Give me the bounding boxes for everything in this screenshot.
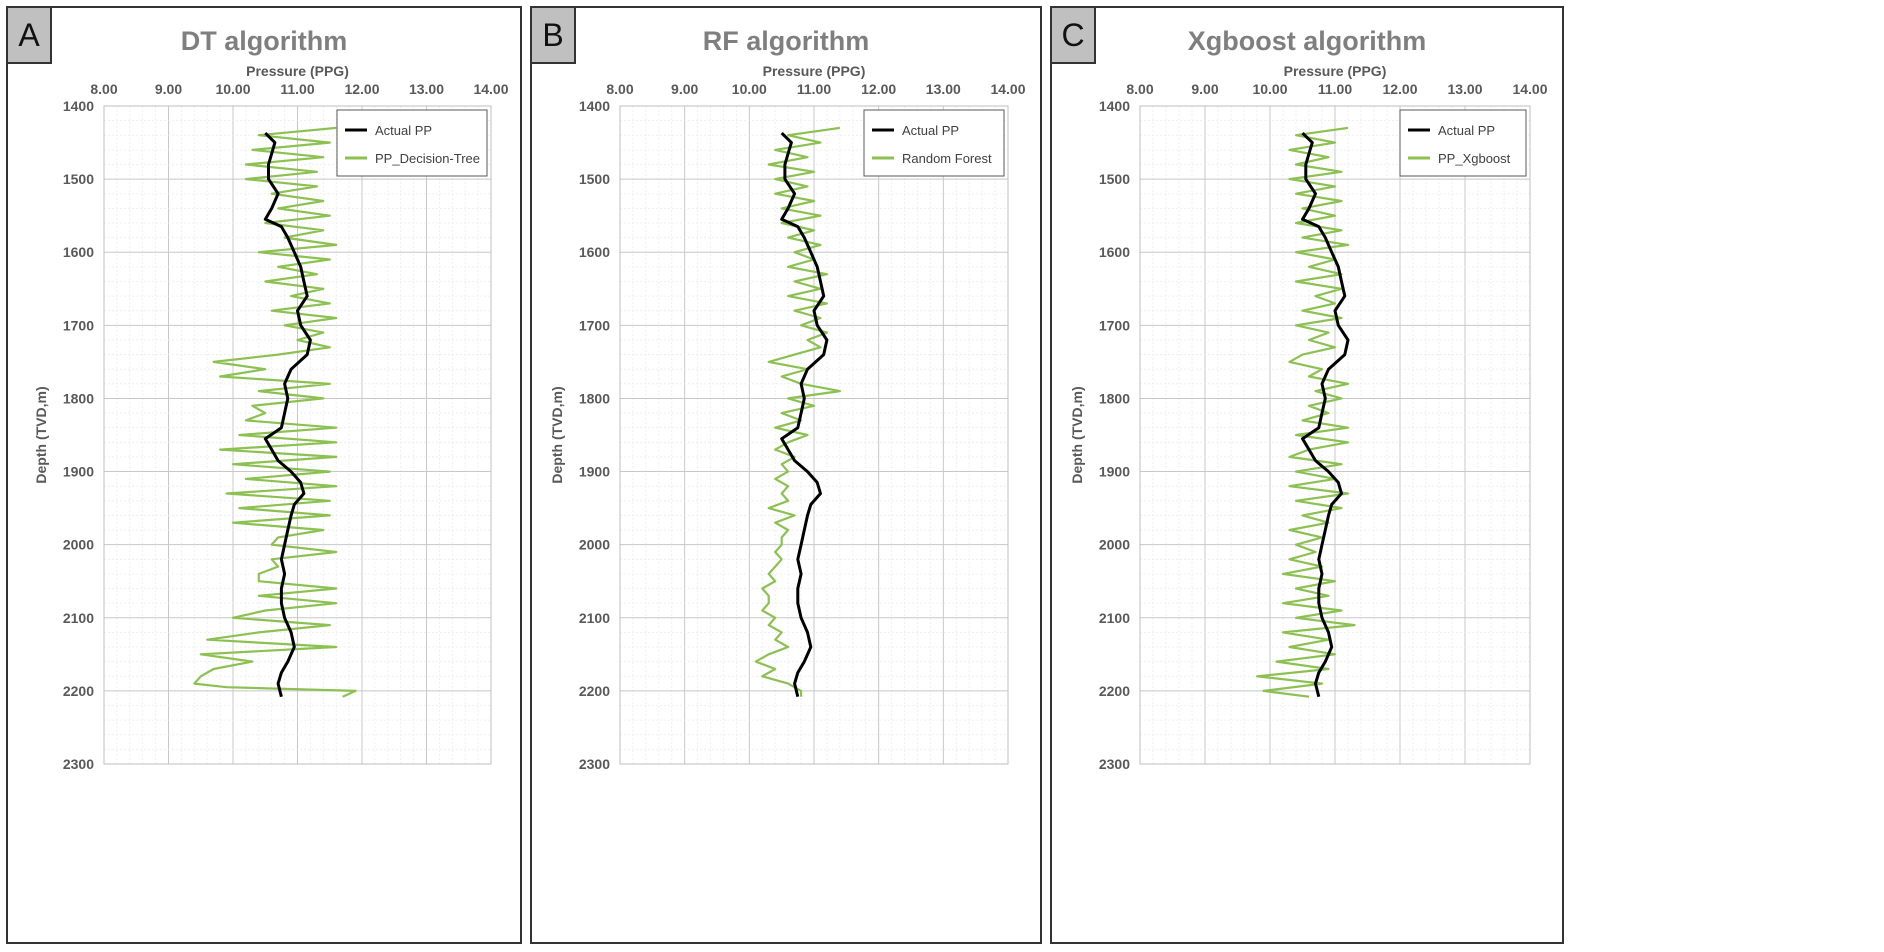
x-tick-label: 13.00 — [409, 81, 444, 97]
legend-entry: Actual PP — [1438, 123, 1495, 138]
legend: Actual PP Random Forest — [863, 109, 1005, 177]
y-tick-label: 1600 — [1099, 244, 1130, 260]
plot-area — [1139, 105, 1531, 765]
legend-box — [863, 109, 1005, 177]
legend-entry: Actual PP — [375, 123, 432, 138]
x-tick-label: 14.00 — [1512, 81, 1547, 97]
series-line-actual — [780, 132, 829, 698]
y-tick-label: 1800 — [579, 390, 610, 406]
legend: Actual PP PP_Decision-Tree — [336, 109, 488, 177]
y-tick-label: 1400 — [63, 98, 94, 114]
x-tick-label: 11.00 — [797, 81, 831, 97]
y-axis-title: Depth (TVD,m) — [1069, 386, 1085, 483]
legend-entry: PP_Xgboost — [1438, 151, 1511, 166]
y-tick-label: 1900 — [63, 464, 94, 480]
y-tick-label: 1800 — [1099, 390, 1130, 406]
y-tick-label: 2200 — [1099, 683, 1130, 699]
y-tick-label: 2100 — [63, 610, 94, 626]
y-tick-label: 1400 — [579, 98, 610, 114]
y-tick-label: 1500 — [1099, 171, 1130, 187]
x-tick-label: 9.00 — [1191, 81, 1218, 97]
panel-label-b: B — [532, 8, 576, 64]
y-tick-label: 1500 — [63, 171, 94, 187]
x-tick-label: 14.00 — [473, 81, 508, 97]
x-tick-label: 8.00 — [606, 81, 633, 97]
legend-entry: Random Forest — [902, 151, 992, 166]
x-tick-label: 10.00 — [215, 81, 250, 97]
x-axis-title: Pressure (PPG) — [763, 63, 866, 79]
y-tick-label: 1900 — [1099, 464, 1130, 480]
x-tick-label: 8.00 — [90, 81, 117, 97]
y-tick-label: 2200 — [579, 683, 610, 699]
x-tick-label: 9.00 — [671, 81, 698, 97]
y-tick-label: 2000 — [1099, 537, 1130, 553]
y-tick-label: 1600 — [579, 244, 610, 260]
y-tick-label: 2300 — [579, 756, 610, 772]
series-line-predicted — [1255, 126, 1356, 698]
chart-svg-a: 8.00 9.00 10.00 11.00 12.00 13.00 14.00 1400 150… — [33, 63, 509, 772]
x-tick-label: 13.00 — [1447, 81, 1482, 97]
chart-svg-b: 8.00 9.00 10.00 11.00 12.00 13.00 14.00 1400 150… — [549, 63, 1026, 772]
y-axis-title: Depth (TVD,m) — [549, 386, 565, 483]
grid — [619, 105, 1009, 765]
y-tick-label: 2100 — [579, 610, 610, 626]
chart-panel-b: 8.00 9.00 10.00 11.00 12.00 13.00 14.00 1400 150… — [530, 6, 1042, 944]
x-tick-label: 12.00 — [861, 81, 896, 97]
chart-title-c: Xgboost algorithm — [1187, 26, 1427, 56]
x-axis-title: Pressure (PPG) — [246, 63, 349, 79]
x-tick-label: 12.00 — [344, 81, 379, 97]
x-tick-label: 10.00 — [1252, 81, 1287, 97]
x-tick-label: 9.00 — [155, 81, 182, 97]
y-tick-label: 2300 — [1099, 756, 1130, 772]
x-tick-label: 13.00 — [926, 81, 961, 97]
legend-box — [1399, 109, 1527, 177]
x-tick-label: 11.00 — [280, 81, 314, 97]
y-tick-label: 1700 — [579, 317, 610, 333]
series-line-predicted — [193, 126, 357, 698]
grid — [1139, 105, 1531, 765]
plot-area — [619, 105, 1009, 765]
chart-panel-a: 8.00 9.00 10.00 11.00 12.00 13.00 14.00 1400 150… — [6, 6, 522, 944]
y-tick-label: 1500 — [579, 171, 610, 187]
y-tick-label: 2200 — [63, 683, 94, 699]
legend-entry: PP_Decision-Tree — [375, 151, 480, 166]
y-tick-label: 1700 — [1099, 317, 1130, 333]
y-tick-label: 2300 — [63, 756, 94, 772]
series-line-predicted — [754, 126, 841, 697]
y-tick-label: 1800 — [63, 390, 94, 406]
y-tick-label: 1600 — [63, 244, 94, 260]
x-tick-label: 12.00 — [1382, 81, 1417, 97]
x-tick-label: 8.00 — [1126, 81, 1153, 97]
series-line-actual — [1301, 132, 1350, 698]
y-tick-label: 1700 — [63, 317, 94, 333]
series-line-actual — [263, 132, 312, 698]
y-axis-title: Depth (TVD,m) — [33, 386, 49, 483]
y-tick-label: 2000 — [579, 537, 610, 553]
x-tick-label: 11.00 — [1318, 81, 1352, 97]
chart-svg-c: 8.00 9.00 10.00 11.00 12.00 13.00 14.00 1400 150… — [1069, 63, 1548, 772]
y-tick-label: 1900 — [579, 464, 610, 480]
x-tick-label: 10.00 — [732, 81, 767, 97]
legend-entry: Actual PP — [902, 123, 959, 138]
chart-panel-c: 8.00 9.00 10.00 11.00 12.00 13.00 14.00 1400 150… — [1050, 6, 1564, 944]
plot-area — [103, 105, 492, 765]
chart-title-b: RF algorithm — [702, 26, 870, 56]
chart-title-a: DT algorithm — [180, 26, 348, 56]
y-tick-label: 2000 — [63, 537, 94, 553]
panel-label-a: A — [8, 8, 52, 64]
legend: Actual PP PP_Xgboost — [1399, 109, 1527, 177]
y-tick-label: 1400 — [1099, 98, 1130, 114]
panel-label-c: C — [1052, 8, 1096, 64]
legend-box — [336, 109, 488, 177]
grid — [103, 105, 492, 765]
y-tick-label: 2100 — [1099, 610, 1130, 626]
x-tick-label: 14.00 — [990, 81, 1025, 97]
x-axis-title: Pressure (PPG) — [1284, 63, 1387, 79]
